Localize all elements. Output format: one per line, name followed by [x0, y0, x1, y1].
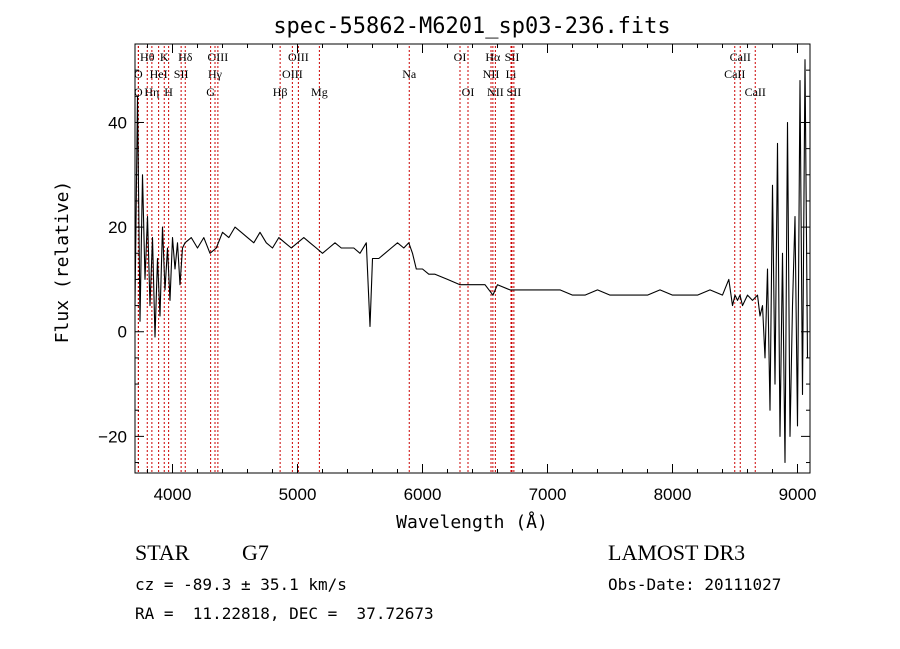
- plot-frame: [134, 43, 811, 474]
- marker-label: Hη: [144, 85, 159, 99]
- x-tick-label: 9000: [779, 485, 817, 504]
- x-tick-label: 7000: [529, 485, 567, 504]
- marker-label: CaII: [745, 85, 766, 99]
- marker-label: OIII: [282, 67, 303, 81]
- marker-label: OIII: [208, 50, 229, 64]
- marker-label: NII: [487, 85, 504, 99]
- marker-label: K: [160, 50, 169, 64]
- y-axis-label: Flux (relative): [52, 181, 73, 344]
- spectrum-line: [134, 59, 809, 464]
- x-tick-label: 8000: [654, 485, 692, 504]
- y-tick-label: 20: [108, 218, 127, 237]
- spectrum-series: [134, 59, 809, 464]
- marker-label: G: [206, 85, 215, 99]
- marker-label: Hβ: [273, 85, 288, 99]
- object-class: STAR: [135, 540, 190, 565]
- coordinates: RA = 11.22818, DEC = 37.72673: [135, 604, 434, 623]
- x-tick-label: 6000: [404, 485, 442, 504]
- marker-label: OIII: [288, 50, 309, 64]
- chart-title: spec-55862-M6201_sp03-236.fits: [273, 14, 670, 39]
- marker-label: Hδ: [178, 50, 193, 64]
- redshift-velocity: cz = -89.3 ± 35.1 km/s: [135, 575, 347, 594]
- marker-label: Li: [506, 67, 517, 81]
- survey-name: LAMOST DR3: [608, 540, 746, 565]
- marker-label: HeI: [150, 67, 168, 81]
- marker-label: OI: [462, 85, 475, 99]
- marker-label: Hθ: [140, 50, 155, 64]
- marker-label: Na: [402, 67, 417, 81]
- marker-label: Hα: [485, 50, 501, 64]
- y-axis: −20 0 20 40: [98, 43, 810, 464]
- object-subclass: G7: [242, 540, 269, 565]
- marker-label: CaII: [724, 67, 745, 81]
- obs-date: Obs-Date: 20111027: [608, 575, 782, 594]
- y-tick-label: 40: [108, 113, 127, 132]
- marker-label: O: [134, 85, 143, 99]
- marker-label: Hγ: [208, 67, 223, 81]
- marker-label: SII: [505, 50, 520, 64]
- marker-label: Mg: [311, 85, 328, 99]
- marker-label: OI: [454, 50, 467, 64]
- marker-label: NII: [483, 67, 500, 81]
- y-tick-label: −20: [98, 427, 127, 446]
- x-tick-label: 5000: [279, 485, 317, 504]
- marker-label: SII: [174, 67, 189, 81]
- x-axis-label: Wavelength (Å): [396, 511, 548, 533]
- y-tick-label: 0: [118, 323, 127, 342]
- x-axis: 4000 5000 6000 7000 8000 9000: [147, 44, 817, 504]
- marker-label: SII: [507, 85, 522, 99]
- x-tick-label: 4000: [154, 485, 192, 504]
- marker-label: H: [164, 85, 173, 99]
- marker-label: CaII: [730, 50, 751, 64]
